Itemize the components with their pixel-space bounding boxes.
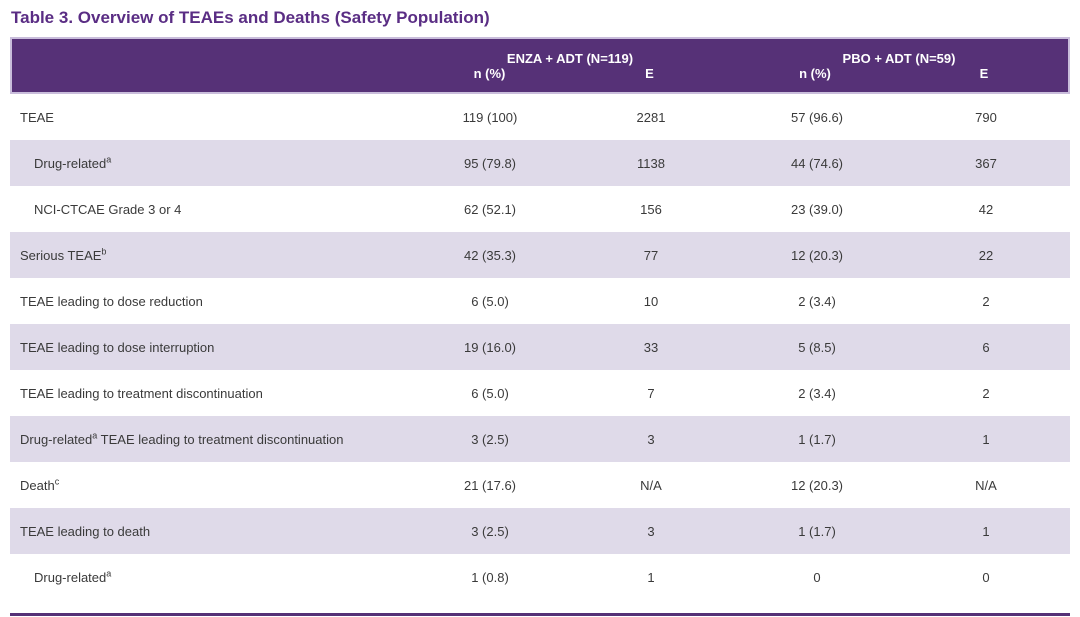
row-value-enza-e: 7 bbox=[647, 385, 655, 401]
table-row: TEAE 119 (100) 2281 57 (96.6) 790 bbox=[10, 94, 1070, 140]
row-label-text: TEAE leading to treatment discontinuatio… bbox=[20, 385, 263, 401]
subheader-enza-e: E bbox=[645, 66, 654, 81]
row-label-superscript: a bbox=[106, 154, 112, 165]
row-label-text: NCI-CTCAE Grade 3 or 4 bbox=[34, 201, 182, 217]
row-value-enza-n-pct: 95 (79.8) bbox=[463, 155, 517, 171]
row-label: TEAE bbox=[10, 110, 410, 125]
row-value-enza-n-pct: 1 (0.8) bbox=[471, 569, 509, 585]
table-row: TEAE leading to dose interruption 19 (16… bbox=[10, 324, 1070, 370]
row-value-enza-e: 2281 bbox=[636, 109, 666, 125]
row-value-pbo-e: 2 bbox=[982, 385, 990, 401]
row-label-text-after: TEAE leading to treatment discontinuatio… bbox=[97, 431, 344, 447]
row-value-pbo-n-pct: 44 (74.6) bbox=[790, 155, 844, 171]
row-value-pbo-e: 367 bbox=[975, 155, 997, 171]
row-label: Serious TEAEb bbox=[10, 246, 410, 263]
row-value-pbo-e: 0 bbox=[982, 569, 990, 585]
subheader-pbo-e: E bbox=[979, 66, 989, 81]
row-value-pbo-e: 6 bbox=[982, 339, 990, 355]
row-value-pbo-n-pct: 2 (3.4) bbox=[798, 385, 836, 401]
row-value-enza-e: 1138 bbox=[637, 155, 665, 171]
row-value-pbo-n-pct: 5 (8.5) bbox=[798, 339, 836, 355]
subheader-pbo-n-pct: n (%) bbox=[799, 66, 831, 81]
teae-table: ENZA + ADT (N=119) PBO + ADT (N=59) n (%… bbox=[10, 37, 1070, 616]
row-value-enza-e: 33 bbox=[643, 339, 659, 355]
table-row: Drug-relateda TEAE leading to treatment … bbox=[10, 416, 1070, 462]
row-label-superscript: a bbox=[106, 568, 112, 579]
row-value-pbo-n-pct: 1 (1.7) bbox=[798, 431, 836, 447]
row-value-enza-n-pct: 3 (2.5) bbox=[471, 431, 509, 447]
row-value-pbo-e: N/A bbox=[975, 477, 997, 493]
row-value-enza-e: 3 bbox=[647, 523, 655, 539]
table-header-subcolumns: n (%) E n (%) E bbox=[12, 66, 1068, 92]
group-header-pbo-adt: PBO + ADT (N=59) bbox=[842, 51, 956, 66]
row-value-enza-e: 3 bbox=[647, 431, 655, 447]
row-label: TEAE leading to treatment discontinuatio… bbox=[10, 386, 410, 401]
row-label-superscript: c bbox=[54, 476, 60, 487]
row-value-pbo-e: 1 bbox=[982, 431, 990, 447]
row-value-enza-n-pct: 119 (100) bbox=[462, 109, 518, 125]
row-value-enza-n-pct: 3 (2.5) bbox=[471, 523, 509, 539]
group-header-enza-adt: ENZA + ADT (N=119) bbox=[506, 51, 634, 66]
table-row: Serious TEAEb 42 (35.3) 77 12 (20.3) 22 bbox=[10, 232, 1070, 278]
table-bottom-spacer bbox=[10, 600, 1070, 613]
table-bottom-border bbox=[10, 613, 1070, 616]
row-label-text: Drug-related bbox=[34, 569, 107, 585]
table-header-groups: ENZA + ADT (N=119) PBO + ADT (N=59) bbox=[12, 39, 1068, 66]
row-label: TEAE leading to death bbox=[10, 524, 410, 539]
row-label-text: TEAE bbox=[20, 109, 54, 125]
row-value-pbo-n-pct: 0 bbox=[813, 569, 821, 585]
row-value-enza-e: 10 bbox=[643, 293, 659, 309]
row-label-text: TEAE leading to dose reduction bbox=[20, 293, 203, 309]
table-row: TEAE leading to treatment discontinuatio… bbox=[10, 370, 1070, 416]
row-label-superscript: a bbox=[92, 430, 98, 441]
row-label: NCI-CTCAE Grade 3 or 4 bbox=[10, 202, 410, 217]
row-label-text: Drug-related bbox=[34, 155, 107, 171]
row-value-enza-n-pct: 42 (35.3) bbox=[463, 247, 517, 263]
row-value-enza-n-pct: 21 (17.6) bbox=[463, 477, 517, 493]
table-title: Table 3. Overview of TEAEs and Deaths (S… bbox=[11, 8, 490, 27]
table-row: Drug-relateda 95 (79.8) 1138 44 (74.6) 3… bbox=[10, 140, 1070, 186]
row-label-text: Death bbox=[20, 477, 55, 493]
row-value-enza-n-pct: 6 (5.0) bbox=[471, 293, 509, 309]
row-value-pbo-n-pct: 2 (3.4) bbox=[798, 293, 836, 309]
row-label: Drug-relateda bbox=[10, 154, 410, 171]
table-row: TEAE leading to death 3 (2.5) 3 1 (1.7) … bbox=[10, 508, 1070, 554]
row-label-text: TEAE leading to death bbox=[20, 523, 151, 539]
row-value-pbo-n-pct: 12 (20.3) bbox=[790, 247, 844, 263]
row-value-pbo-e: 22 bbox=[978, 247, 994, 263]
table-row: NCI-CTCAE Grade 3 or 4 62 (52.1) 156 23 … bbox=[10, 186, 1070, 232]
row-label: Deathc bbox=[10, 476, 410, 493]
row-value-pbo-n-pct: 1 (1.7) bbox=[798, 523, 836, 539]
row-value-pbo-n-pct: 57 (96.6) bbox=[790, 109, 844, 125]
row-value-pbo-n-pct: 23 (39.0) bbox=[790, 201, 844, 217]
row-label: TEAE leading to dose interruption bbox=[10, 340, 410, 355]
row-label: Drug-relateda bbox=[10, 568, 410, 585]
row-value-enza-e: N/A bbox=[640, 477, 662, 493]
row-value-pbo-e: 2 bbox=[982, 293, 990, 309]
table-row: Drug-relateda 1 (0.8) 1 0 0 bbox=[10, 554, 1070, 600]
table-row: Deathc 21 (17.6) N/A 12 (20.3) N/A bbox=[10, 462, 1070, 508]
row-value-enza-e: 77 bbox=[643, 247, 659, 263]
row-value-pbo-e: 1 bbox=[982, 523, 990, 539]
row-label-text: TEAE leading to dose interruption bbox=[20, 339, 215, 355]
table-row: TEAE leading to dose reduction 6 (5.0) 1… bbox=[10, 278, 1070, 324]
table-header: ENZA + ADT (N=119) PBO + ADT (N=59) n (%… bbox=[10, 37, 1070, 94]
table-body: TEAE 119 (100) 2281 57 (96.6) 790 Drug-r… bbox=[10, 94, 1070, 600]
row-value-pbo-e: 42 bbox=[978, 201, 994, 217]
row-label: TEAE leading to dose reduction bbox=[10, 294, 410, 309]
row-value-enza-e: 156 bbox=[640, 201, 662, 217]
row-label-superscript: b bbox=[101, 246, 107, 257]
row-value-enza-n-pct: 62 (52.1) bbox=[463, 201, 517, 217]
row-label-text: Drug-related bbox=[20, 431, 93, 447]
subheader-enza-n-pct: n (%) bbox=[473, 66, 506, 81]
row-label: Drug-relateda TEAE leading to treatment … bbox=[10, 430, 410, 447]
row-label-text: Serious TEAE bbox=[20, 247, 102, 263]
row-value-pbo-n-pct: 12 (20.3) bbox=[790, 477, 844, 493]
row-value-enza-n-pct: 19 (16.0) bbox=[463, 339, 517, 355]
row-value-pbo-e: 790 bbox=[975, 109, 997, 125]
row-value-enza-e: 1 bbox=[647, 569, 655, 585]
row-value-enza-n-pct: 6 (5.0) bbox=[471, 385, 509, 401]
